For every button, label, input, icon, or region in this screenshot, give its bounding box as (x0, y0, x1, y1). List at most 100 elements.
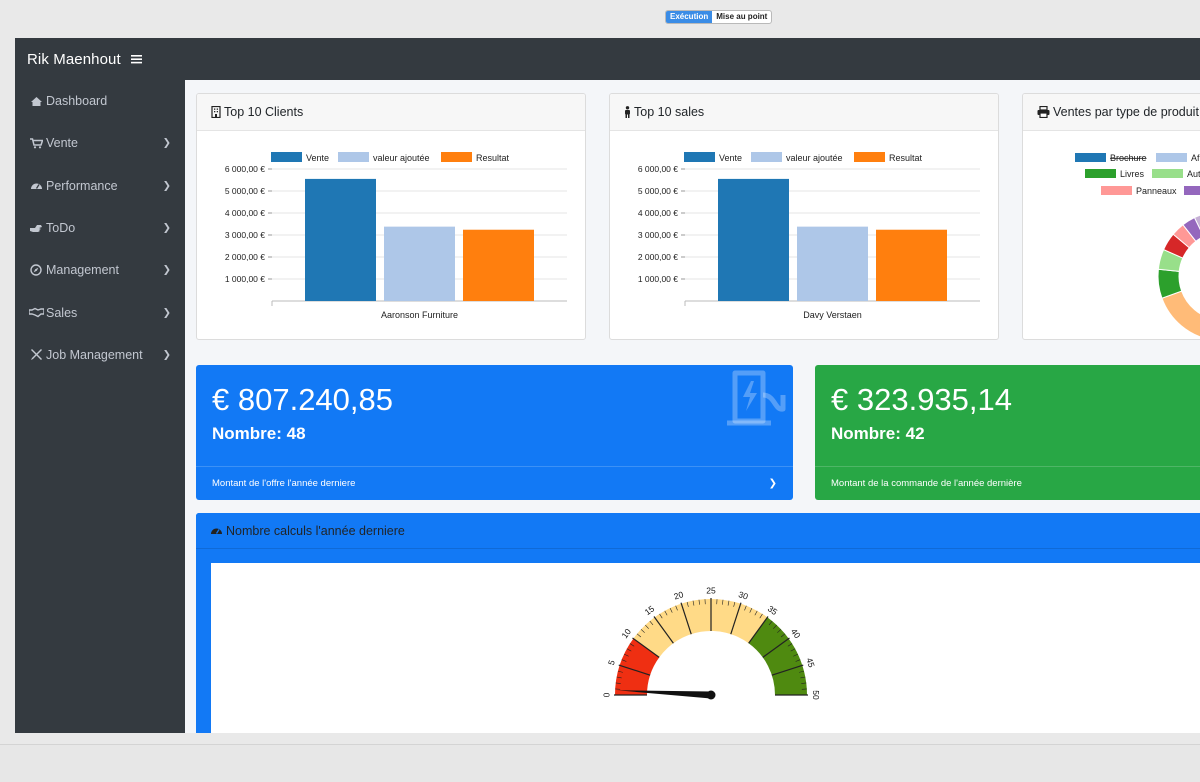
gauge-tick-label: 50 (811, 690, 821, 700)
gauge-tick-label: 15 (643, 603, 657, 617)
gauge-minor-tick (636, 633, 642, 638)
menu-toggle-icon[interactable] (130, 52, 142, 67)
sidebar: Dashboard Vente ❯ Performance ❯ ToDo ❯ M… (15, 80, 185, 733)
order-amount: € 323.935,14 (831, 382, 1013, 417)
gauge-minor-tick (615, 682, 621, 684)
gauge-minor-tick (793, 653, 798, 657)
gauge-tick-label: 40 (789, 627, 803, 641)
gauge-minor-tick (664, 610, 668, 616)
top-sales-bar-chart: Vente valeur ajoutée Resultat 1 000,00 € 2 0… (638, 152, 980, 320)
y-tick-label: 2 000,00 € (225, 252, 265, 262)
top-clients-bar-chart: Vente valeur ajoutée Resultat 1 000,00 € 2 0… (225, 152, 567, 320)
gauge-minor-tick (640, 629, 645, 633)
sidebar-item-vente[interactable]: Vente ❯ (15, 122, 185, 164)
gauge-minor-tick (749, 608, 753, 613)
gauge-band (615, 638, 660, 695)
legend-swatch (1101, 186, 1132, 195)
gauge-minor-tick (801, 682, 807, 684)
card-header: Nombre calculs l'année derniere (196, 513, 1200, 549)
order-amount-box: € 323.935,14 Nombre: 42 Montant de la co… (815, 365, 1200, 500)
legend-label: Panneaux (1136, 186, 1177, 196)
gauge-needle-hub (706, 690, 716, 700)
brand-name[interactable]: Rik Maenhout (27, 50, 121, 68)
gauge-minor-tick (787, 643, 793, 647)
debug-mode-button[interactable]: Mise au point (716, 12, 768, 21)
y-tick-label: 6 000,00 € (638, 164, 678, 174)
gauge-minor-tick (744, 605, 747, 611)
gauge-minor-tick (629, 643, 635, 647)
gauge-minor-tick (733, 601, 736, 607)
card-title: Ventes par type de produit (1053, 105, 1199, 119)
offer-footer-label: Montant de l'offre l'année derniere (212, 478, 356, 489)
top-clients-card: Top 10 Clients Vente valeur ajoutée Result… (196, 93, 586, 340)
gauge-major-tick (618, 664, 651, 676)
gauge-minor-tick (759, 613, 763, 619)
y-tick-label: 1 000,00 € (638, 274, 678, 284)
gauge-icon (210, 525, 223, 536)
gauge-minor-tick (616, 676, 622, 679)
gauge-minor-tick (799, 670, 805, 673)
offer-count: Nombre: 48 (212, 424, 306, 443)
gauge-tick-label: 45 (804, 657, 817, 669)
person-icon (624, 106, 631, 118)
gauge-minor-tick (675, 605, 678, 611)
card-title: Top 10 Clients (224, 105, 304, 119)
bar (876, 229, 947, 301)
gauge-band (748, 617, 807, 695)
gauge-minor-tick (780, 633, 786, 638)
gauge-tick-label: 0 (601, 692, 611, 697)
gauge-minor-tick (621, 659, 627, 662)
gauge-minor-tick (768, 620, 773, 626)
sidebar-item-management[interactable]: Management ❯ (15, 249, 185, 291)
card-header: Ventes par type de produit (1023, 94, 1200, 131)
y-tick-label: 4 000,00 € (638, 208, 678, 218)
offer-footer-link[interactable]: Montant de l'offre l'année derniere ❯ (196, 466, 793, 500)
legend-label: Resultat (476, 153, 510, 163)
legend-label: valeur ajoutée (786, 153, 843, 163)
top-sales-card: Top 10 sales Vente valeur ajoutée Resultat… (609, 93, 999, 340)
calculations-gauge: 0 5 10 15 20 25 30 35 40 45 50 (601, 585, 821, 700)
chevron-right-icon: ❯ (162, 222, 171, 234)
top-navbar: Rik Maenhout (15, 38, 1200, 80)
legend-label: Resultat (889, 153, 923, 163)
legend-label: Livres (1120, 169, 1145, 179)
order-footer-link[interactable]: Montant de la commande de l'année derniè… (815, 466, 1200, 500)
gauge-major-tick (730, 602, 742, 635)
sidebar-item-sales[interactable]: Sales ❯ (15, 291, 185, 333)
gauge-tick-label: 25 (706, 585, 716, 595)
building-icon (211, 106, 221, 118)
legend-swatch (854, 152, 885, 162)
sidebar-item-todo[interactable]: ToDo ❯ (15, 207, 185, 249)
gauge-major-tick (653, 616, 674, 644)
gauge-minor-tick (624, 653, 629, 657)
card-header: Top 10 sales (610, 94, 998, 131)
y-tick-label: 5 000,00 € (225, 186, 265, 196)
gauge-minor-tick (800, 676, 806, 679)
gauge-minor-tick (722, 599, 724, 605)
gauge-major-tick (680, 602, 692, 635)
sidebar-item-label: Performance (46, 178, 118, 193)
sidebar-item-performance[interactable]: Performance ❯ (15, 165, 185, 207)
legend-label: Aut (1187, 169, 1200, 179)
legend-swatch (271, 152, 302, 162)
gauge-minor-tick (669, 608, 673, 613)
chevron-right-icon: ❯ (162, 307, 171, 319)
sidebar-item-job-management[interactable]: Job Management ❯ (15, 334, 185, 376)
legend-swatch (1156, 153, 1187, 162)
chevron-right-icon: ❯ (162, 264, 171, 276)
chevron-right-icon: ❯ (162, 349, 171, 361)
charging-station-icon (727, 370, 786, 426)
gauge-icon (28, 180, 44, 191)
sidebar-item-dashboard[interactable]: Dashboard (15, 80, 185, 122)
sidebar-item-label: Management (46, 263, 119, 278)
y-tick-label: 5 000,00 € (638, 186, 678, 196)
gauge-minor-tick (649, 620, 654, 626)
bar (718, 178, 789, 301)
window-bottom-strip (0, 744, 1200, 782)
legend-label: valeur ajoutée (373, 153, 430, 163)
execution-mode-button[interactable]: Exécution (666, 11, 713, 23)
offer-amount: € 807.240,85 (212, 382, 394, 417)
y-tick-label: 6 000,00 € (225, 164, 265, 174)
order-count: Nombre: 42 (831, 424, 925, 443)
sidebar-item-label: ToDo (46, 221, 76, 236)
